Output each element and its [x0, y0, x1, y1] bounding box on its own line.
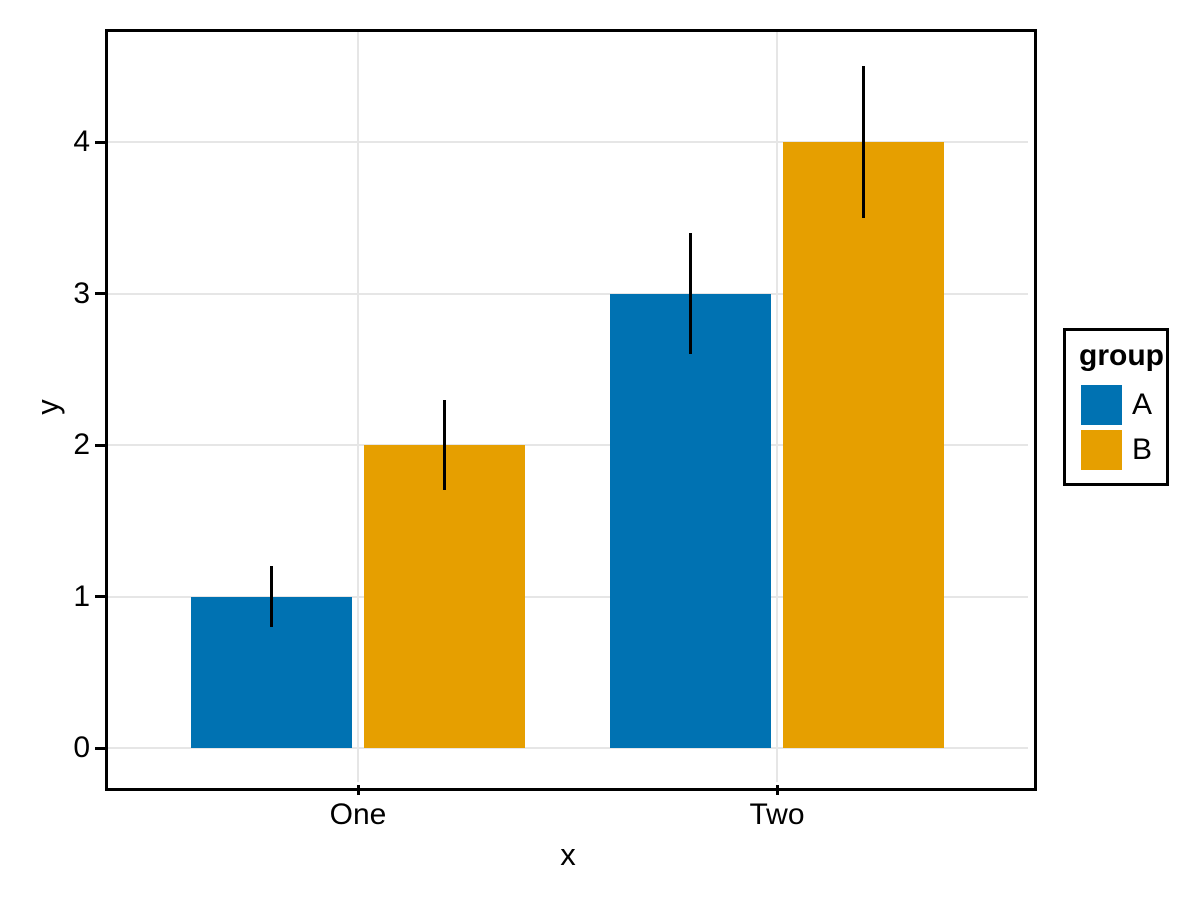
y-tick-mark-0 [95, 746, 105, 750]
plot-area [108, 32, 1028, 782]
bar-Two-A [610, 293, 771, 748]
legend-item-B: B [1081, 430, 1152, 470]
y-tick-label-2: 2 [73, 428, 90, 461]
gridline-y-1 [108, 595, 1028, 598]
legend-swatch-A [1081, 385, 1122, 425]
x-tick-label-One: One [329, 798, 387, 831]
errorbar-One-A [270, 566, 273, 627]
gridline-y-4 [108, 141, 1028, 143]
x-axis-title: x [560, 837, 576, 872]
bar-Two-B [783, 142, 944, 748]
errorbar-Two-A [689, 232, 692, 355]
plot-panel [105, 29, 1037, 791]
x-tick-label-Two: Two [749, 798, 805, 831]
errorbar-Two-B [862, 66, 865, 218]
legend-title: group [1079, 339, 1164, 372]
gridline-y-2 [108, 444, 1028, 446]
y-tick-label-3: 3 [73, 276, 90, 310]
errorbar-One-B [443, 399, 446, 491]
legend-label-A: A [1132, 388, 1153, 421]
legend-swatch-B [1081, 430, 1122, 470]
bar-One-B [364, 445, 525, 748]
legend-item-A: A [1081, 385, 1152, 425]
x-tick-mark-One [356, 785, 360, 795]
gridline-y-3 [108, 292, 1028, 295]
gridline-y-0 [108, 747, 1028, 749]
y-tick-label-0: 0 [73, 731, 90, 764]
gridline-x-Two [776, 32, 778, 782]
y-tick-mark-4 [95, 140, 105, 144]
y-tick-label-4: 4 [73, 125, 90, 158]
y-tick-mark-3 [95, 292, 105, 295]
y-tick-label-1: 1 [73, 579, 90, 613]
gridline-x-One [357, 32, 359, 782]
legend-label-B: B [1132, 433, 1153, 466]
y-tick-mark-1 [95, 595, 105, 598]
x-tick-mark-Two [775, 785, 779, 795]
y-tick-mark-2 [95, 443, 105, 447]
y-axis-title: y [30, 399, 65, 415]
